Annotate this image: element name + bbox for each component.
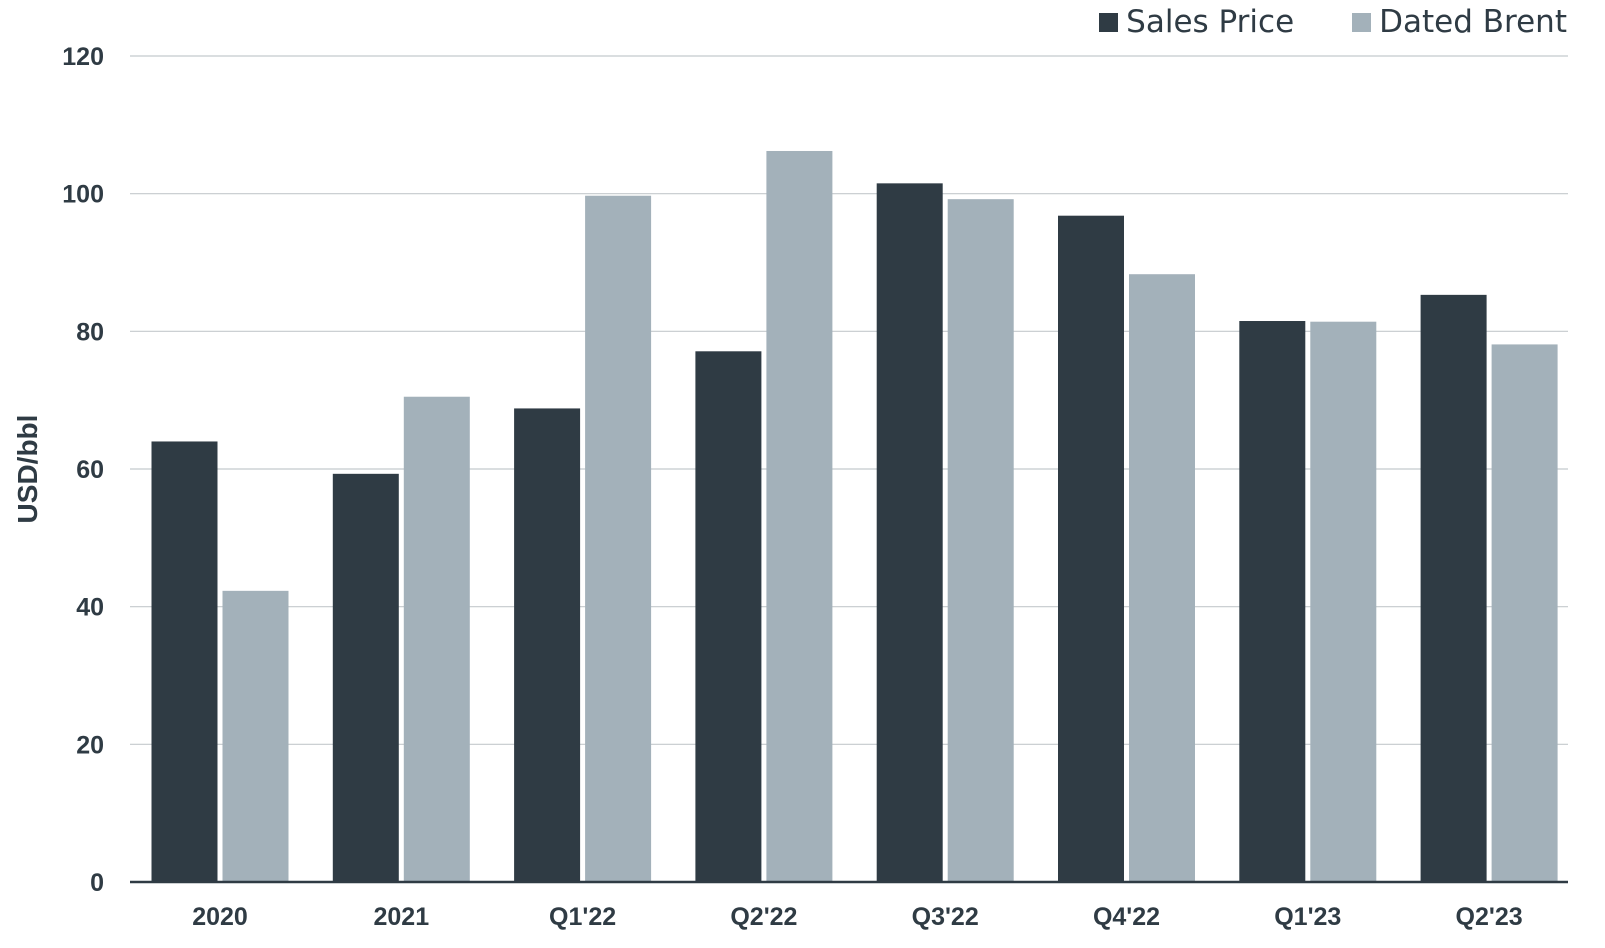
legend-label-dated-brent: Dated Brent — [1379, 4, 1567, 40]
x-tick-label: Q4'22 — [1093, 903, 1160, 931]
y-axis-label: USD/bbl — [12, 414, 43, 524]
x-tick-label: 2020 — [192, 903, 248, 931]
bar-dated-brent — [222, 590, 289, 882]
bar-dated-brent — [766, 150, 833, 883]
x-tick-label: Q1'23 — [1274, 903, 1341, 931]
y-tick-label: 20 — [76, 731, 104, 759]
bar-dated-brent — [585, 195, 652, 882]
legend-label-sales-price: Sales Price — [1126, 4, 1295, 40]
x-tick-label: Q2'23 — [1456, 903, 1523, 931]
y-axis-ticks: 0 20 40 60 80 100 120 — [62, 43, 104, 897]
bar-sales-price — [332, 473, 399, 882]
y-tick-label: 40 — [76, 594, 104, 622]
legend: Sales Price Dated Brent — [1099, 4, 1567, 40]
legend-item-sales-price: Sales Price — [1099, 4, 1294, 40]
bar-dated-brent — [1310, 321, 1377, 882]
bars — [151, 150, 1558, 883]
bar-sales-price — [1058, 215, 1124, 882]
x-tick-label: Q2'22 — [730, 903, 797, 931]
legend-swatch-dated-brent — [1352, 12, 1372, 32]
y-tick-label: 80 — [76, 318, 104, 346]
y-tick-label: 100 — [62, 181, 104, 209]
x-axis-ticks: 2020 2021 Q1'22 Q2'22 Q3'22 Q4'22 Q1'23 Q2'23 — [192, 903, 1522, 931]
legend-swatch-sales-price — [1099, 12, 1119, 32]
bar-sales-price — [514, 408, 581, 882]
bar-sales-price — [151, 441, 218, 882]
x-tick-label: 2021 — [373, 903, 429, 931]
bar-sales-price — [1420, 294, 1487, 882]
bar-dated-brent — [947, 199, 1014, 882]
bar-dated-brent — [403, 396, 470, 882]
bar-sales-price — [695, 351, 762, 882]
x-tick-label: Q3'22 — [912, 903, 979, 931]
bar-sales-price — [1239, 321, 1306, 883]
bar-sales-price — [876, 183, 943, 882]
x-tick-label: Q1'22 — [549, 903, 616, 931]
y-tick-label: 60 — [76, 456, 104, 484]
y-tick-label: 0 — [90, 869, 104, 897]
bar-dated-brent — [1129, 274, 1195, 882]
legend-item-dated-brent: Dated Brent — [1352, 4, 1567, 40]
y-tick-label: 120 — [62, 43, 104, 71]
bar-dated-brent — [1491, 344, 1558, 883]
